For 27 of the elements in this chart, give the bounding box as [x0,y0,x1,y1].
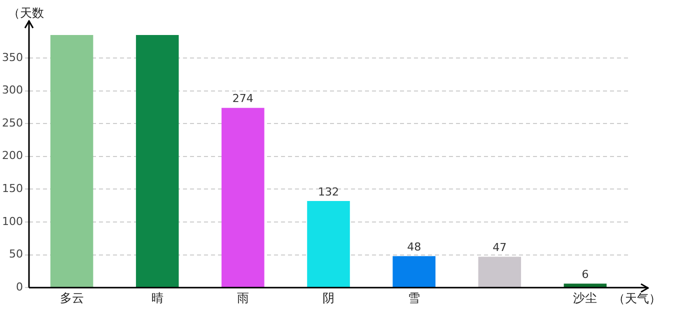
x-tick-label: 沙尘 [573,290,598,305]
data-label: 48 [407,240,422,254]
y-tick-label: 300 [2,84,23,97]
bar [307,200,350,288]
y-tick-label: 50 [8,248,23,261]
x-tick-label: 阴 [322,290,334,305]
bar [222,108,264,288]
y-tick-label: 0 [16,280,23,294]
bar [392,256,436,288]
data-label: 132 [318,185,339,198]
bar [50,35,94,288]
y-tick-label: 350 [2,50,23,64]
x-tick-label: 晴 [151,290,164,305]
x-tick-label: 雨 [236,290,249,305]
data-label: 47 [492,241,507,254]
y-tick-label: 200 [2,149,23,162]
x-tick-label: 多云 [60,290,84,305]
data-label: 6 [582,268,589,282]
bar [564,284,607,288]
y-tick-label: 100 [2,214,23,228]
y-axis-title: （天数 [8,6,44,20]
y-tick-label: 250 [2,116,23,130]
x-axis-title: （天气） [613,292,661,306]
y-tick-label: 150 [2,182,23,196]
data-label: 274 [232,92,254,106]
bar [136,35,179,288]
x-tick-label: 雪 [408,290,420,305]
